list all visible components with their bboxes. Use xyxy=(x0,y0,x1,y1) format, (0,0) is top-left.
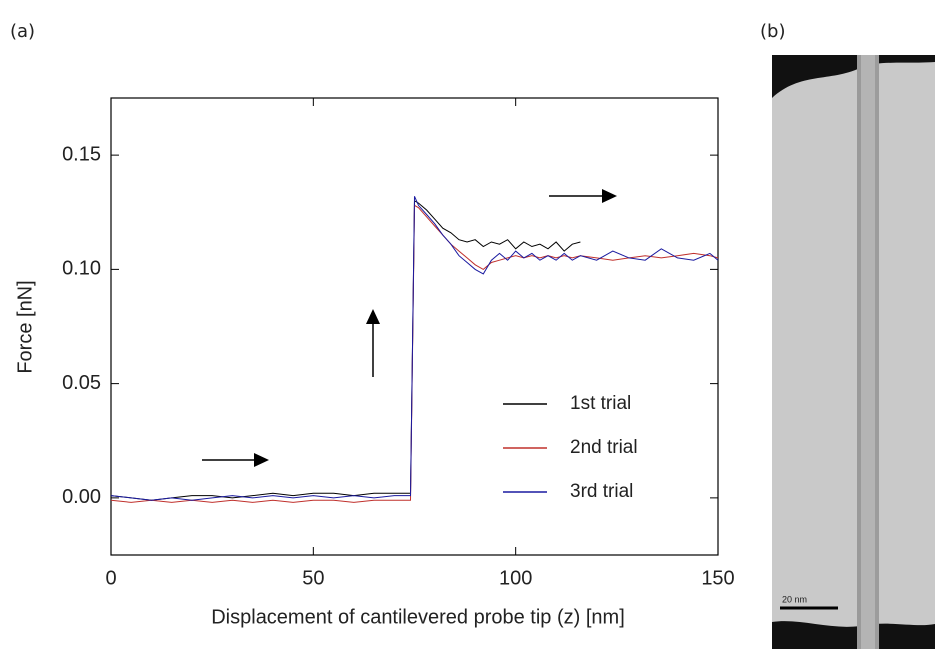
arrows xyxy=(202,189,617,467)
x-tick-label: 150 xyxy=(701,567,734,589)
y-tick-label: 0.05 xyxy=(62,372,101,394)
y-tick-label: 0.10 xyxy=(62,258,101,280)
x-tick-label: 0 xyxy=(105,567,116,589)
data-line xyxy=(110,196,719,501)
x-tick-label: 100 xyxy=(499,567,532,589)
panel-label: (b) xyxy=(760,21,785,42)
y-tick-label: 0.15 xyxy=(62,143,101,165)
scale-bar-label: 20 nm xyxy=(782,594,807,604)
panel-label: (a) xyxy=(10,21,35,42)
x-tick-label: 50 xyxy=(302,567,324,589)
legend-label: 2nd trial xyxy=(570,437,638,458)
legend-label: 1st trial xyxy=(570,393,631,414)
y-tick-label: 0.00 xyxy=(62,486,101,508)
y-axis-label: Force [nN] xyxy=(14,280,36,373)
data-line xyxy=(110,204,719,503)
micrograph: 20 nm xyxy=(772,55,935,649)
plot-frame xyxy=(110,97,719,556)
data-line xyxy=(110,199,581,501)
x-axis-label: Displacement of cantilevered probe tip (… xyxy=(211,606,625,628)
legend-label: 3rd trial xyxy=(570,481,633,502)
